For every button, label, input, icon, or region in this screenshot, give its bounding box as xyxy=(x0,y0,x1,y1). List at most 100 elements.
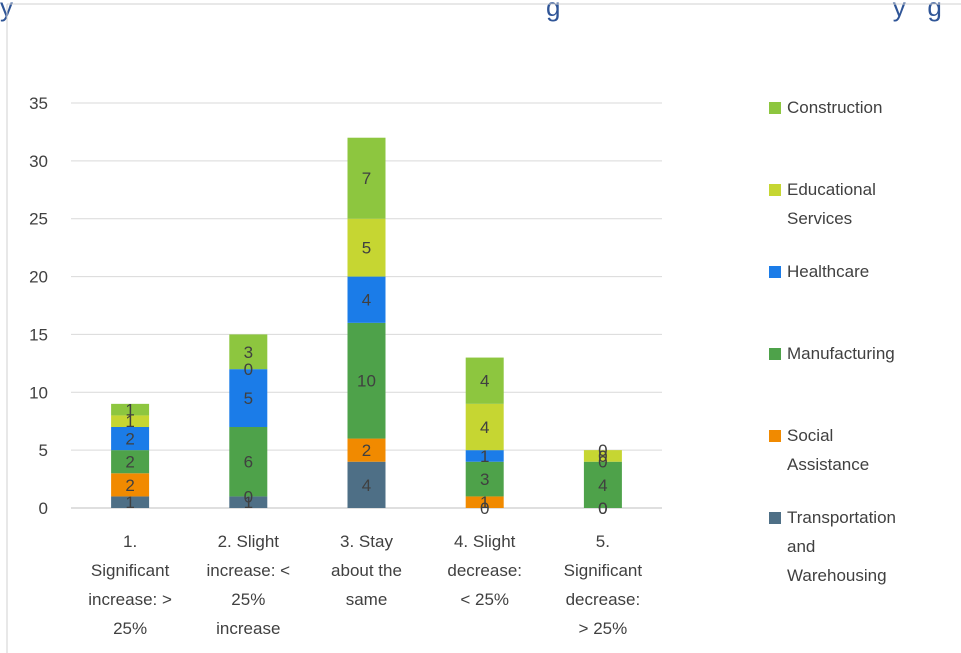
data-label: 4 xyxy=(362,291,371,310)
bar-segment xyxy=(111,415,150,427)
bars xyxy=(111,137,622,508)
x-category-label: decrease: xyxy=(566,590,641,609)
x-category-label: 1. xyxy=(123,532,137,551)
legend-label: Assistance xyxy=(787,455,869,474)
legend-label: Healthcare xyxy=(787,262,869,281)
bar-segment xyxy=(347,322,386,439)
x-axis: 1. Significant increase: > 25% 2. Slight incr… xyxy=(88,532,642,638)
x-category-label: increase: > xyxy=(88,590,172,609)
x-category-label: > 25% xyxy=(579,619,628,638)
bar-segment xyxy=(465,403,504,451)
y-tick-label: 5 xyxy=(39,441,48,460)
data-label: 5 xyxy=(244,389,253,408)
data-label: 0 xyxy=(244,487,253,506)
legend-label: Warehousing xyxy=(787,566,887,585)
partial-title-right: g y g xyxy=(546,0,942,22)
data-label: 2 xyxy=(125,430,134,449)
bar-segment xyxy=(465,450,504,462)
x-category-label: 4. Slight xyxy=(454,532,516,551)
data-label: 4 xyxy=(598,476,607,495)
bar-segment xyxy=(111,496,150,508)
data-label: 4 xyxy=(480,372,489,391)
bar-segment xyxy=(229,427,268,497)
y-tick-label: 25 xyxy=(29,210,48,229)
x-category-label: increase xyxy=(216,619,280,638)
x-category-label: Significant xyxy=(91,561,170,580)
bar-segment xyxy=(347,218,386,277)
x-category-label: same xyxy=(346,590,388,609)
x-category-label: 25% xyxy=(231,590,265,609)
x-category-label: 5. xyxy=(596,532,610,551)
bar-segment xyxy=(465,357,504,404)
bar-segment xyxy=(583,450,622,462)
bar-segment xyxy=(111,473,150,497)
legend-swatch xyxy=(769,512,781,524)
x-category-label: 2. Slight xyxy=(218,532,280,551)
y-tick-label: 20 xyxy=(29,268,48,287)
data-label: 0 xyxy=(598,499,607,518)
bar-segment xyxy=(229,334,268,370)
y-tick-label: 0 xyxy=(39,499,48,518)
data-label: 2 xyxy=(125,453,134,472)
data-label: 0 xyxy=(598,499,607,518)
data-label: 0 xyxy=(480,499,489,518)
bar-segment xyxy=(347,461,386,508)
data-label: 1 xyxy=(244,493,253,512)
legend-swatch xyxy=(769,266,781,278)
bar-segment xyxy=(347,438,386,462)
data-label: 2 xyxy=(362,441,371,460)
legend-label: Social xyxy=(787,426,833,445)
legend-swatch xyxy=(769,184,781,196)
y-axis: 0 5 10 15 20 25 30 35 xyxy=(29,94,48,518)
bar-segment xyxy=(347,276,386,323)
data-label: 0 xyxy=(598,447,607,466)
data-label: 7 xyxy=(362,169,371,188)
data-label: 3 xyxy=(480,470,489,489)
data-label: 0 xyxy=(244,360,253,379)
legend-label: Services xyxy=(787,209,852,228)
bar-segment xyxy=(583,461,622,508)
x-category-label: Significant xyxy=(564,561,643,580)
data-label: 4 xyxy=(362,476,371,495)
data-label: 2 xyxy=(125,476,134,495)
legend-label: and xyxy=(787,537,815,556)
bar-segment xyxy=(465,496,504,508)
legend-label: Educational xyxy=(787,180,876,199)
legend-swatch xyxy=(769,102,781,114)
data-label: 1 xyxy=(125,412,134,431)
data-label: 1 xyxy=(125,401,134,420)
x-category-label: decrease: xyxy=(447,561,522,580)
y-tick-label: 10 xyxy=(29,383,48,402)
legend-label: Construction xyxy=(787,98,882,117)
y-tick-label: 35 xyxy=(29,94,48,113)
data-label: 5 xyxy=(362,239,371,258)
data-label: 3 xyxy=(244,343,253,362)
bar-segment xyxy=(229,369,268,427)
x-category-label: about the xyxy=(331,561,402,580)
legend: Construction Educational Services Healthcar… xyxy=(769,98,896,585)
data-label: 1 xyxy=(480,447,489,466)
data-label: 1 xyxy=(125,493,134,512)
data-label: 6 xyxy=(244,453,253,472)
x-category-label: increase: < xyxy=(206,561,290,580)
x-category-label: 3. Stay xyxy=(340,532,393,551)
bar-segment xyxy=(347,137,386,219)
y-tick-label: 30 xyxy=(29,152,48,171)
data-label: 10 xyxy=(357,372,376,391)
bar-segment xyxy=(111,403,150,416)
legend-swatch xyxy=(769,348,781,360)
bar-segment xyxy=(111,450,150,474)
bar-segment xyxy=(111,427,150,451)
legend-swatch xyxy=(769,430,781,442)
bar-segment xyxy=(229,496,268,508)
data-label: 4 xyxy=(480,418,489,437)
data-label: 0 xyxy=(598,441,607,460)
x-category-label: < 25% xyxy=(460,590,509,609)
y-tick-label: 15 xyxy=(29,325,48,344)
data-label: 1 xyxy=(480,493,489,512)
data-label: 0 xyxy=(598,453,607,472)
x-category-label: 25% xyxy=(113,619,147,638)
